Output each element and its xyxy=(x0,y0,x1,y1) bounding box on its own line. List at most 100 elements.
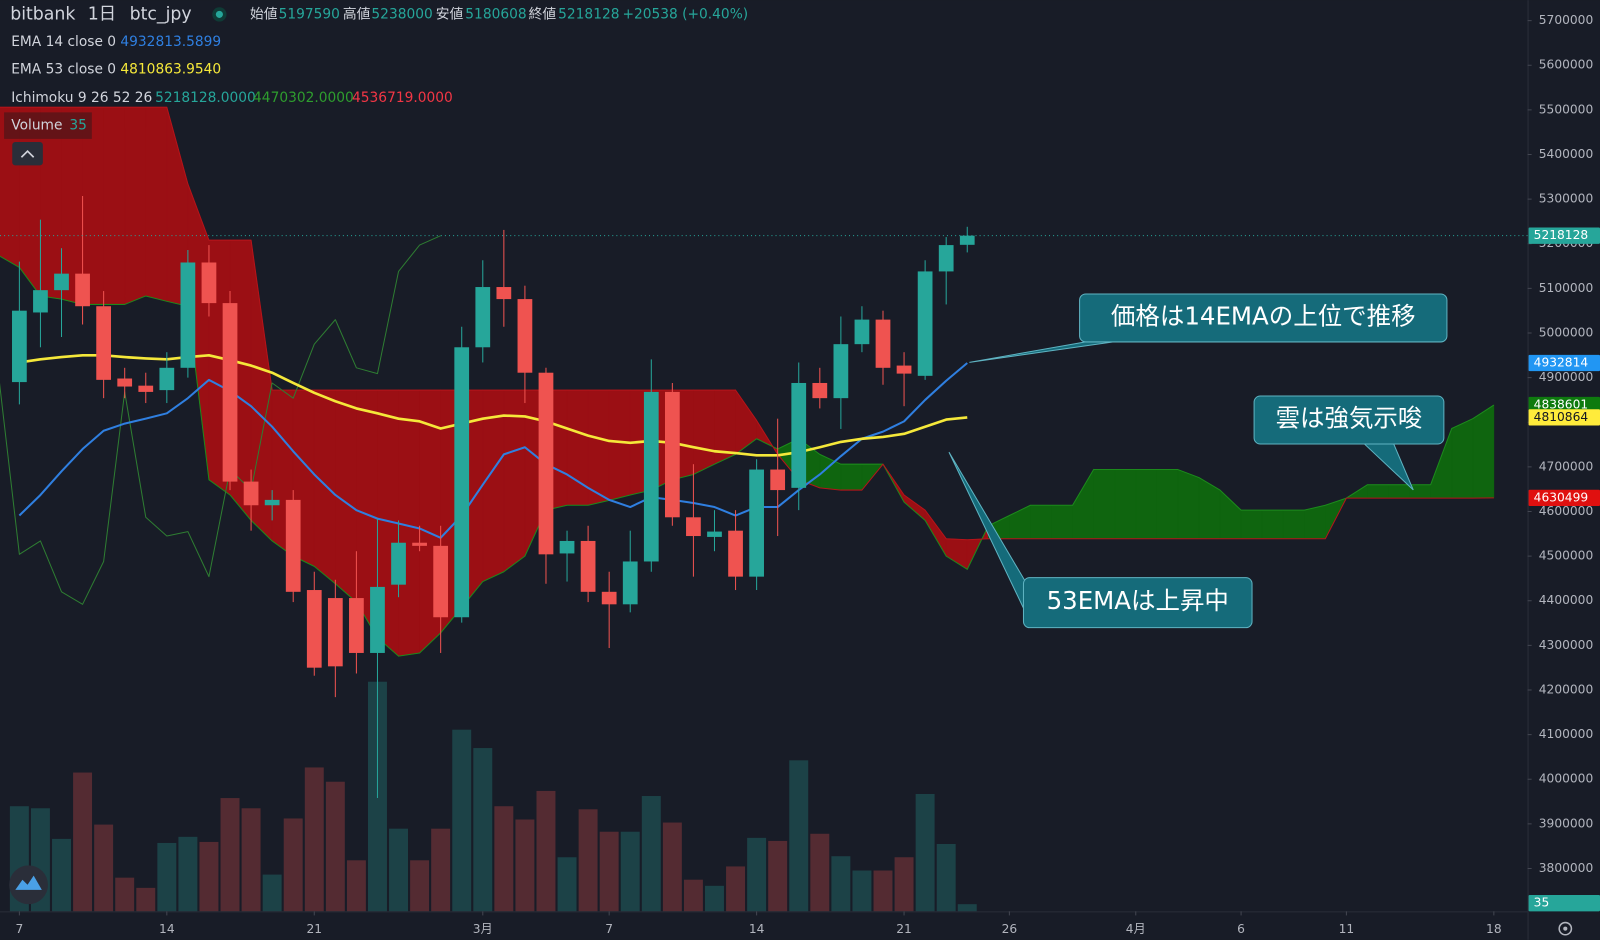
y-tick-label: 4600000 xyxy=(1539,504,1594,518)
span-b xyxy=(0,106,1494,541)
settings-icon[interactable] xyxy=(1558,921,1573,936)
volume-bar xyxy=(304,767,324,912)
candle-body xyxy=(770,469,786,491)
price-label-bg xyxy=(1528,396,1600,414)
volume-bar xyxy=(620,831,640,912)
candle-body xyxy=(391,542,406,585)
volume-bar xyxy=(73,772,93,912)
y-tick-label: 5700000 xyxy=(1539,13,1594,27)
cloud-fill xyxy=(1177,469,1200,540)
legend-ichimoku-value: 4470302.0000 xyxy=(253,90,354,106)
y-tick-label: 4700000 xyxy=(1539,459,1594,473)
y-tick-label: 5600000 xyxy=(1539,58,1594,72)
y-tick-label: 5100000 xyxy=(1539,281,1594,295)
ema-line xyxy=(18,362,968,539)
interval[interactable]: 1日 xyxy=(88,4,116,24)
candle-body xyxy=(686,517,701,537)
candle-body xyxy=(601,591,617,605)
volume-bar xyxy=(536,790,556,912)
volume-bar xyxy=(515,819,535,912)
price-label: 35 xyxy=(1534,896,1550,910)
candle-body xyxy=(622,561,638,605)
candle-body xyxy=(306,590,322,668)
collapse-button[interactable] xyxy=(12,141,43,166)
legend-row-bg xyxy=(4,112,92,139)
legend: bitbank 1日 btc_jpy 始値 5197590 高値 5238000… xyxy=(4,4,748,166)
legend-ema53-value: 4810863.9540 xyxy=(120,61,221,77)
plot-area xyxy=(0,106,1528,912)
price-label: 5218128 xyxy=(1534,228,1589,242)
cloud-fill xyxy=(103,106,126,305)
volume-bar xyxy=(262,874,282,912)
legend-volume-value: 35 xyxy=(69,118,87,134)
candle-body xyxy=(643,391,659,562)
cloud-fill xyxy=(1367,484,1389,499)
candle-body xyxy=(812,382,828,399)
ema-line xyxy=(19,353,968,457)
volume-bar xyxy=(641,796,661,912)
axes: 3800000 3900000 4000000 4100000 4200000 43000… xyxy=(15,13,1600,936)
x-tick-label: 3月 xyxy=(473,922,493,936)
x-tick-label: 11 xyxy=(1339,922,1355,936)
volume-bar xyxy=(810,833,830,912)
y-tick-label: 4900000 xyxy=(1539,370,1594,384)
y-tick-label: 5300000 xyxy=(1539,192,1594,206)
candle-body xyxy=(938,245,954,272)
price-label: 4810864 xyxy=(1534,410,1589,424)
close-value: 5218128 xyxy=(558,6,619,22)
candle-body xyxy=(370,586,385,653)
y-tick-label: 4500000 xyxy=(1539,549,1594,563)
volume-bar xyxy=(726,866,746,912)
cloud-fill xyxy=(1388,484,1410,499)
legend-ichimoku-value: 5218128.0000 xyxy=(155,90,256,106)
x-tick-label: 4月 xyxy=(1126,922,1146,936)
price-label: 4630499 xyxy=(1534,490,1589,504)
price-label-bg xyxy=(1528,354,1600,372)
candle-body xyxy=(959,235,975,245)
x-tick-label: 6 xyxy=(1237,922,1245,936)
cloud-fill xyxy=(1030,504,1052,540)
volume-bar xyxy=(452,729,472,912)
callout-text: 53EMAは上昇中 xyxy=(1047,586,1229,615)
y-tick-label: 3800000 xyxy=(1539,861,1594,875)
candle-body xyxy=(433,545,449,618)
close-label: 終値 xyxy=(529,6,557,22)
candle-body xyxy=(791,382,807,488)
candle-body xyxy=(33,290,48,313)
legend-volume: Volume xyxy=(11,118,62,134)
y-tick-label: 4100000 xyxy=(1539,727,1594,741)
volume-bar xyxy=(599,831,619,912)
symbol[interactable]: btc_jpy xyxy=(130,4,192,24)
x-tick-label: 7 xyxy=(15,922,23,936)
y-tick-label: 5400000 xyxy=(1539,147,1594,161)
candle-body xyxy=(54,273,69,291)
lagging-span xyxy=(0,235,441,605)
candle-body xyxy=(75,273,90,307)
candle-body xyxy=(264,499,280,506)
legend-ichimoku-value: 4536719.0000 xyxy=(352,90,453,106)
cloud-fill xyxy=(693,389,715,475)
volume-bar xyxy=(389,828,409,912)
candle-body xyxy=(896,365,912,374)
span-a xyxy=(0,255,1495,657)
candle-body xyxy=(728,530,743,577)
y-tick-label: 5000000 xyxy=(1539,325,1594,339)
y-tick-label: 4400000 xyxy=(1539,593,1594,607)
y-tick-label: 4000000 xyxy=(1539,772,1594,786)
volume-bar xyxy=(325,781,345,912)
x-tick-label: 21 xyxy=(896,922,912,936)
volume-bar xyxy=(473,748,493,912)
candle-body xyxy=(117,378,133,387)
status-dot xyxy=(215,10,223,18)
cloud-fill xyxy=(1093,469,1116,540)
callout: 53EMAは上昇中 xyxy=(948,451,1253,629)
callout: 価格は14EMAの上位で推移 xyxy=(969,293,1448,363)
volume-bar xyxy=(136,887,156,912)
volume-bar xyxy=(241,808,261,912)
candle-body xyxy=(96,306,112,380)
high-value: 5238000 xyxy=(371,6,432,22)
candle-body xyxy=(875,319,891,368)
x-tick-label: 26 xyxy=(1002,922,1018,936)
y-tick-label: 5500000 xyxy=(1539,102,1594,116)
